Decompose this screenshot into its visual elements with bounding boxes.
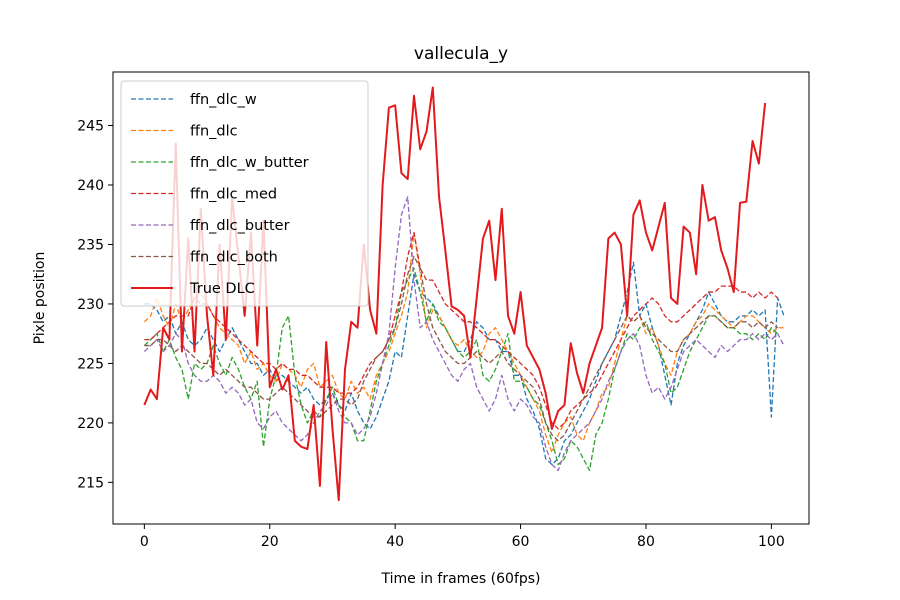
plot-area-frame: [112, 71, 810, 525]
y-tick-label: 245: [77, 119, 104, 135]
y-tick-label: 235: [77, 237, 104, 253]
y-axis-label: Pixle position: [32, 252, 48, 345]
series-line-ffn-dlc-med: [144, 231, 779, 430]
legend-label: ffn_dlc: [190, 124, 238, 140]
y-tick-label: 240: [77, 178, 104, 194]
x-tick-label: 60: [512, 534, 530, 550]
series-line-ffn-dlc-w: [144, 261, 785, 466]
x-tick-label: 40: [386, 534, 404, 550]
y-tick-label: 220: [77, 416, 104, 432]
x-tick-label: 0: [140, 534, 149, 550]
legend-box: [120, 80, 369, 307]
y-tick-label: 215: [77, 475, 104, 491]
series-lines: [143, 86, 785, 502]
x-tick-label: 20: [261, 534, 279, 550]
series-line-ffn-dlc-w-butter: [143, 267, 779, 472]
y-axis-ticks: 215 220 225 230 235 240 245: [77, 119, 113, 491]
legend-label: ffn_dlc_w_butter: [190, 155, 309, 171]
legend: ffn_dlc_w ffn_dlc ffn_dlc_w_butter ffn_dlc_…: [120, 80, 369, 307]
x-tick-label: 80: [637, 534, 655, 550]
legend-label: True DLC: [189, 281, 255, 297]
legend-label: ffn_dlc_med: [190, 187, 277, 203]
series-line-ffn-dlc-both: [144, 255, 779, 442]
series-line-ffn-dlc: [143, 231, 784, 454]
x-tick-label: 100: [758, 534, 785, 550]
y-tick-label: 230: [77, 297, 104, 313]
x-axis-label: Time in frames (60fps): [380, 571, 540, 587]
chart-title: vallecula_y: [414, 44, 508, 64]
x-axis-ticks: 0 20 40 60 80 100: [140, 524, 785, 550]
series-line-ffn-dlc-butter: [143, 196, 785, 472]
legend-label: ffn_dlc_both: [190, 250, 278, 266]
y-tick-label: 225: [77, 356, 104, 372]
legend-label: ffn_dlc_w: [190, 92, 257, 108]
legend-label: ffn_dlc_butter: [190, 218, 290, 234]
